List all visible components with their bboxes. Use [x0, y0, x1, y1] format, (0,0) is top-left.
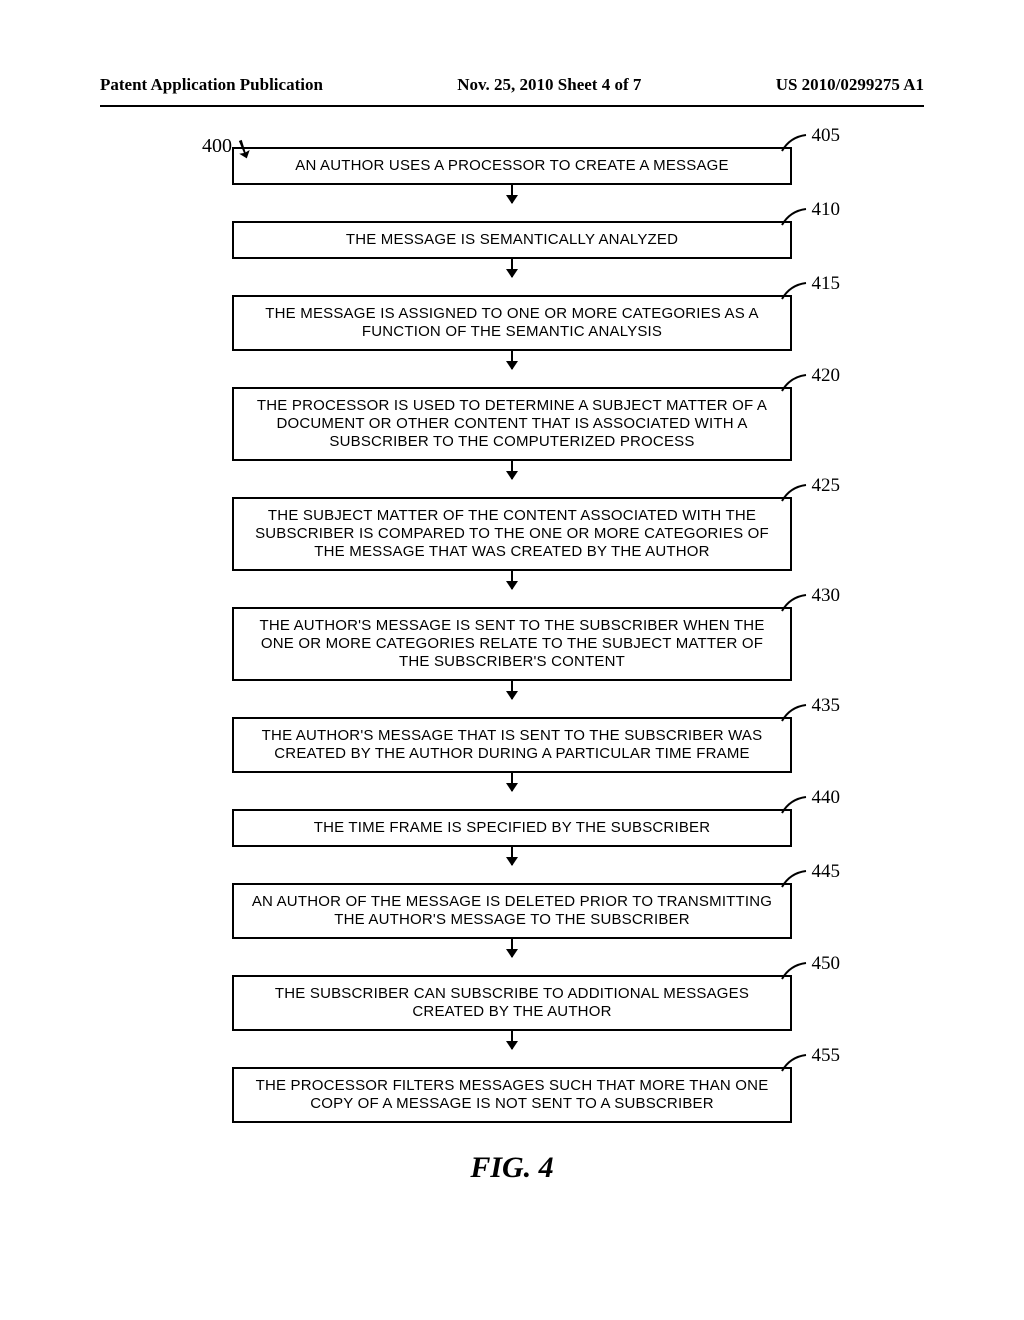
header-left: Patent Application Publication — [100, 75, 323, 95]
flowchart-step: 450THE SUBSCRIBER CAN SUBSCRIBE TO ADDIT… — [212, 975, 812, 1031]
step-box: THE AUTHOR'S MESSAGE THAT IS SENT TO THE… — [232, 717, 792, 773]
step-box: THE SUBSCRIBER CAN SUBSCRIBE TO ADDITION… — [232, 975, 792, 1031]
label-leader-icon — [778, 207, 808, 227]
step-box: AN AUTHOR USES A PROCESSOR TO CREATE A M… — [232, 147, 792, 185]
step-box: THE PROCESSOR IS USED TO DETERMINE A SUB… — [232, 387, 792, 461]
flowchart-step: 455THE PROCESSOR FILTERS MESSAGES SUCH T… — [212, 1067, 812, 1123]
step-label: 445 — [812, 861, 841, 883]
flowchart-steps: 405AN AUTHOR USES A PROCESSOR TO CREATE … — [212, 147, 812, 1123]
flowchart-step: 435THE AUTHOR'S MESSAGE THAT IS SENT TO … — [212, 717, 812, 773]
connector-arrow-icon — [511, 1031, 513, 1049]
label-leader-icon — [778, 795, 808, 815]
flowchart-step: 420THE PROCESSOR IS USED TO DETERMINE A … — [212, 387, 812, 461]
connector-arrow-icon — [511, 185, 513, 203]
flowchart-step: 445AN AUTHOR OF THE MESSAGE IS DELETED P… — [212, 883, 812, 939]
flowchart: 400 ➘ 405AN AUTHOR USES A PROCESSOR TO C… — [212, 147, 812, 1123]
flowchart-step: 425THE SUBJECT MATTER OF THE CONTENT ASS… — [212, 497, 812, 571]
label-leader-icon — [778, 281, 808, 301]
header-rule — [100, 105, 924, 107]
flowchart-step: 410THE MESSAGE IS SEMANTICALLY ANALYZED — [212, 221, 812, 259]
header-center: Nov. 25, 2010 Sheet 4 of 7 — [457, 75, 641, 95]
step-label: 405 — [812, 125, 841, 147]
step-box: THE AUTHOR'S MESSAGE IS SENT TO THE SUBS… — [232, 607, 792, 681]
label-leader-icon — [778, 1053, 808, 1073]
step-label: 415 — [812, 273, 841, 295]
figure-caption: FIG. 4 — [100, 1151, 924, 1185]
label-leader-icon — [778, 593, 808, 613]
step-label: 425 — [812, 475, 841, 497]
connector-arrow-icon — [511, 571, 513, 589]
connector-arrow-icon — [511, 461, 513, 479]
step-box: THE MESSAGE IS SEMANTICALLY ANALYZED — [232, 221, 792, 259]
label-leader-icon — [778, 961, 808, 981]
header-right: US 2010/0299275 A1 — [776, 75, 924, 95]
connector-arrow-icon — [511, 681, 513, 699]
step-label: 440 — [812, 787, 841, 809]
flowchart-step: 440THE TIME FRAME IS SPECIFIED BY THE SU… — [212, 809, 812, 847]
label-leader-icon — [778, 483, 808, 503]
step-box: THE SUBJECT MATTER OF THE CONTENT ASSOCI… — [232, 497, 792, 571]
label-leader-icon — [778, 869, 808, 889]
step-box: THE MESSAGE IS ASSIGNED TO ONE OR MORE C… — [232, 295, 792, 351]
step-label: 435 — [812, 695, 841, 717]
flowchart-step: 405AN AUTHOR USES A PROCESSOR TO CREATE … — [212, 147, 812, 185]
connector-arrow-icon — [511, 351, 513, 369]
step-box: AN AUTHOR OF THE MESSAGE IS DELETED PRIO… — [232, 883, 792, 939]
label-leader-icon — [778, 133, 808, 153]
flowchart-step: 415THE MESSAGE IS ASSIGNED TO ONE OR MOR… — [212, 295, 812, 351]
step-label: 430 — [812, 585, 841, 607]
page: Patent Application Publication Nov. 25, … — [0, 0, 1024, 1320]
connector-arrow-icon — [511, 939, 513, 957]
connector-arrow-icon — [511, 773, 513, 791]
flowchart-step: 430THE AUTHOR'S MESSAGE IS SENT TO THE S… — [212, 607, 812, 681]
connector-arrow-icon — [511, 259, 513, 277]
label-leader-icon — [778, 703, 808, 723]
step-label: 455 — [812, 1045, 841, 1067]
step-label: 410 — [812, 199, 841, 221]
step-box: THE PROCESSOR FILTERS MESSAGES SUCH THAT… — [232, 1067, 792, 1123]
connector-arrow-icon — [511, 847, 513, 865]
step-label: 420 — [812, 365, 841, 387]
page-header: Patent Application Publication Nov. 25, … — [100, 75, 924, 95]
step-label: 450 — [812, 953, 841, 975]
step-box: THE TIME FRAME IS SPECIFIED BY THE SUBSC… — [232, 809, 792, 847]
label-leader-icon — [778, 373, 808, 393]
